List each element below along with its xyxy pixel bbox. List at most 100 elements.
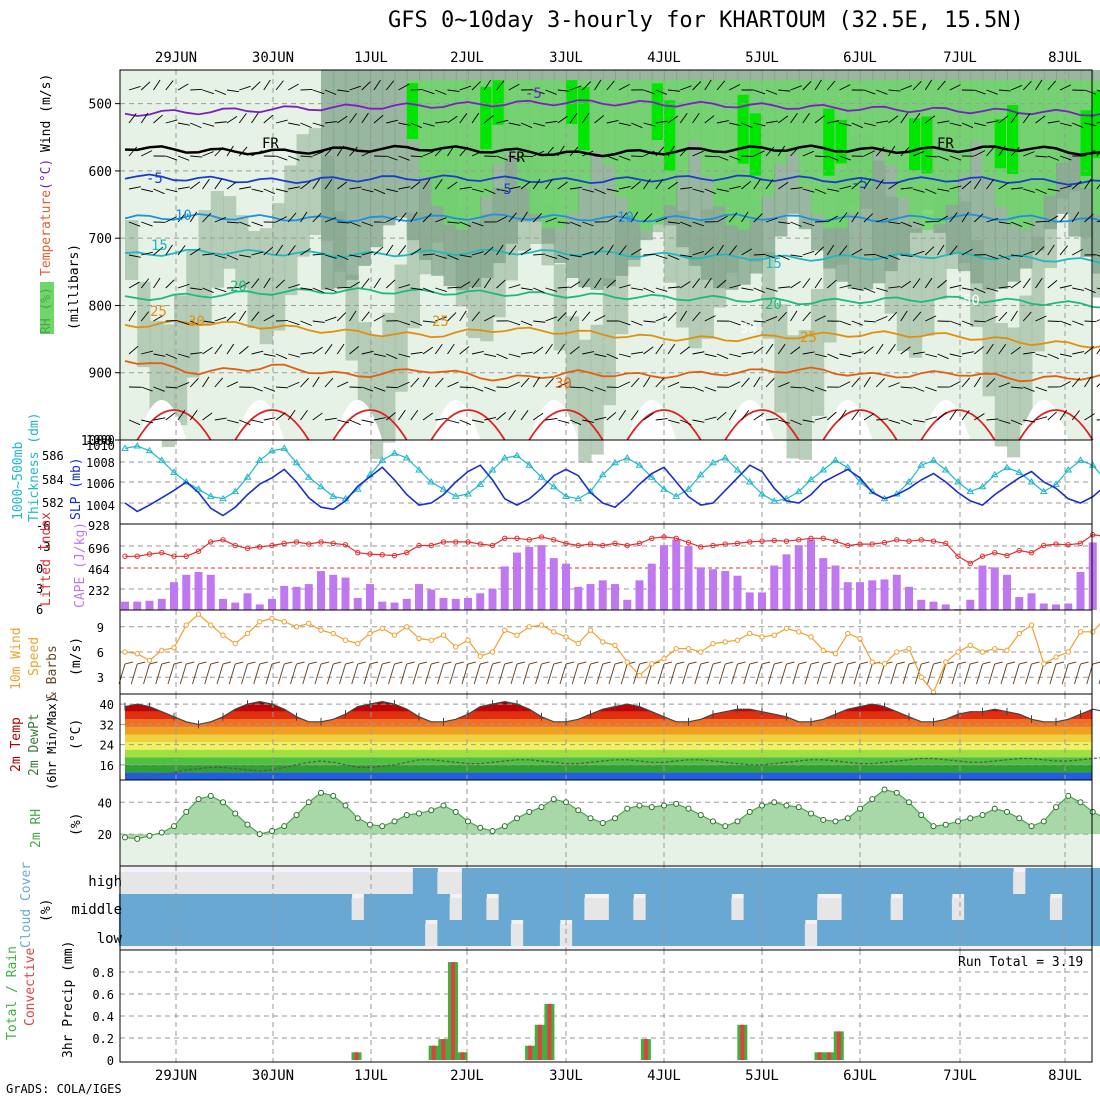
wind-barb bbox=[189, 211, 198, 223]
wind-barb bbox=[961, 248, 973, 256]
cape-bar bbox=[1003, 574, 1011, 610]
wind-barb bbox=[435, 217, 447, 223]
wind-barb bbox=[1047, 244, 1055, 256]
wind10-barb bbox=[473, 663, 481, 685]
rh-mid-cell bbox=[553, 264, 567, 351]
wind-barb bbox=[165, 412, 176, 421]
thickness-point bbox=[941, 466, 950, 473]
thickness-point bbox=[1039, 487, 1048, 495]
wind10-barb bbox=[314, 663, 322, 685]
wind10-point bbox=[783, 625, 790, 632]
wind10-point bbox=[734, 637, 741, 643]
wind10-barb bbox=[780, 663, 787, 685]
wind-barb bbox=[275, 216, 287, 223]
rh2m-point bbox=[244, 821, 251, 828]
wind-barb bbox=[753, 213, 763, 223]
wind-barb bbox=[888, 343, 896, 355]
wind-barb bbox=[863, 376, 871, 388]
cape-bar bbox=[635, 580, 644, 610]
wind-barb bbox=[1010, 346, 1021, 355]
lifted-index-point bbox=[820, 535, 826, 542]
cloud-gap-cell bbox=[351, 872, 365, 894]
wind10-point bbox=[649, 661, 655, 667]
wind-barb bbox=[447, 145, 455, 157]
rh2m-point bbox=[1028, 823, 1035, 830]
wind10-point bbox=[244, 630, 251, 637]
cloud-cell bbox=[731, 920, 745, 946]
wind-barb bbox=[165, 320, 178, 322]
cloud-cell bbox=[143, 894, 157, 920]
date-label-bottom: 4JUL bbox=[647, 1068, 681, 1084]
wind10-point bbox=[146, 657, 153, 664]
rh-bright-cell bbox=[480, 86, 492, 150]
wind10-point bbox=[257, 619, 263, 625]
date-label-top: 2JUL bbox=[450, 50, 484, 66]
wind-barb bbox=[680, 281, 691, 289]
rh2m-point bbox=[685, 805, 692, 812]
contour-label: -5 bbox=[525, 86, 542, 102]
wind10-point bbox=[477, 653, 483, 659]
wind-barb bbox=[974, 122, 987, 127]
rh-mid-cell bbox=[137, 281, 151, 368]
cloud-cell bbox=[1013, 894, 1026, 920]
wind-barb bbox=[802, 250, 815, 256]
grads-credit: GrADS: COLA/IGES bbox=[6, 1082, 122, 1096]
wind-barb bbox=[361, 221, 374, 227]
thickness-point bbox=[378, 456, 387, 463]
thickness-point bbox=[170, 468, 178, 475]
lifted-index-point bbox=[649, 535, 655, 542]
cloud-cell bbox=[878, 920, 892, 946]
wind10-barb bbox=[437, 663, 444, 685]
cloud-cell bbox=[523, 868, 536, 894]
wind-barb bbox=[300, 287, 313, 291]
cape-bar bbox=[562, 563, 570, 610]
wind-barb bbox=[912, 250, 925, 256]
wind-barb bbox=[741, 248, 753, 256]
cloud-cell bbox=[988, 920, 1002, 946]
wind-barb bbox=[312, 287, 325, 293]
wind-barb bbox=[447, 181, 458, 190]
wind10-barb-flag bbox=[835, 661, 844, 665]
cape-bar bbox=[292, 586, 301, 610]
wind10-barbs-label: & Barbs bbox=[45, 645, 60, 700]
cloud-cell bbox=[829, 920, 843, 946]
cloud-cell bbox=[278, 894, 291, 920]
rh2m-unit-label: (%) bbox=[69, 813, 84, 836]
rh-mid-cell bbox=[1019, 295, 1033, 423]
wind-barb bbox=[655, 120, 668, 124]
wind-barb bbox=[729, 284, 741, 289]
wind-barb bbox=[704, 79, 712, 91]
wind-barb bbox=[557, 381, 569, 388]
wind-barb bbox=[1047, 280, 1058, 289]
wind10-barb-flag bbox=[235, 661, 244, 665]
wind-barb bbox=[631, 287, 644, 291]
wind-barb bbox=[386, 119, 399, 124]
wind-legend-label: Wind (m/s) bbox=[39, 74, 54, 152]
thickness-point bbox=[1052, 480, 1060, 487]
wind-barb bbox=[214, 417, 227, 421]
wind-barb bbox=[655, 179, 664, 190]
wind-barb bbox=[471, 351, 484, 355]
wind10-point bbox=[232, 640, 238, 647]
cape-bar bbox=[451, 598, 460, 610]
lifted-index-point bbox=[869, 541, 875, 547]
cloud-gap-cell bbox=[278, 872, 291, 894]
wind-barb bbox=[349, 186, 362, 190]
cape-bar bbox=[709, 569, 717, 610]
wind-barb bbox=[1059, 381, 1071, 388]
wind-barb bbox=[618, 409, 627, 421]
wind-barb bbox=[937, 188, 950, 192]
wind-barb bbox=[765, 254, 778, 260]
wind-barb bbox=[998, 311, 1008, 322]
slp-line bbox=[124, 464, 1100, 517]
wind-barb bbox=[643, 213, 653, 223]
wind-barb bbox=[692, 112, 700, 124]
cloud-cell bbox=[621, 920, 634, 946]
wind10-point bbox=[391, 632, 398, 638]
wind-barb bbox=[728, 245, 738, 256]
cape-bar bbox=[549, 558, 558, 610]
wind-barb bbox=[337, 286, 350, 289]
wind-barb bbox=[410, 320, 423, 326]
cloud-cell bbox=[584, 868, 598, 894]
rh-green-cell bbox=[1043, 80, 1057, 196]
